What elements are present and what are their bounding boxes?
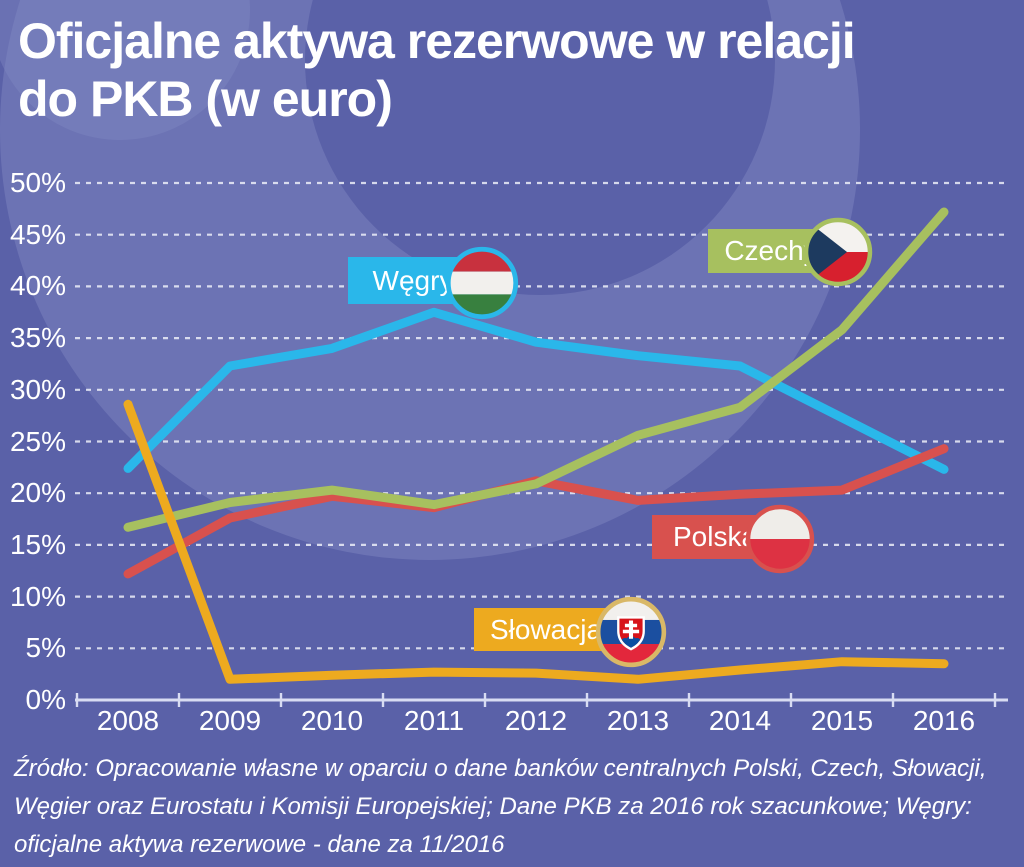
series-line-polska — [123, 444, 949, 579]
x-axis-label-2011: 2011 — [403, 705, 465, 736]
y-axis-label: 50% — [9, 167, 66, 198]
legend-label-wegry: Węgry — [372, 264, 454, 296]
czech-flag-icon — [803, 217, 873, 287]
title-line-1: Oficjalne aktywa rezerwowe w relacji — [18, 13, 856, 69]
poland-flag-red-band — [748, 539, 812, 571]
y-axis-label: 0% — [25, 684, 66, 715]
y-axis-label: 35% — [9, 322, 66, 354]
page-title: Oficjalne aktywa rezerwowe w relacji do … — [18, 12, 978, 128]
x-axis-label-2009: 2009 — [198, 705, 262, 736]
poland-flag-icon — [745, 504, 815, 574]
hungary-flag-white-band — [448, 271, 516, 295]
y-axis-label: 5% — [25, 632, 66, 664]
hungary-flag-icon — [445, 246, 519, 320]
x-axis-label-2008: 2008 — [96, 705, 160, 736]
slovakia-flag-icon — [595, 596, 667, 668]
x-axis-label-2016: 2016 — [912, 705, 976, 736]
x-axis-label-2013: 2013 — [606, 705, 670, 736]
y-axis-label: 15% — [9, 528, 66, 560]
y-axis-label: 40% — [9, 270, 66, 302]
series-line-węgry — [123, 307, 949, 474]
x-axis-label-2010: 2010 — [300, 705, 364, 736]
legend-label-slowacja: Słowacja — [489, 613, 603, 645]
y-axis-label: 45% — [9, 218, 66, 250]
source-line-2: Węgier oraz Eurostatu i Komisji Europejs… — [14, 793, 972, 820]
x-axis-label-2012: 2012 — [504, 705, 568, 736]
y-axis-label: 10% — [9, 580, 66, 612]
source-note: Źródło: Opracowanie własne w oparciu o d… — [14, 750, 1016, 864]
poland-flag-white-band — [748, 507, 812, 539]
source-line-1: Źródło: Opracowanie własne w oparciu o d… — [14, 755, 987, 782]
y-axis-label: 25% — [9, 425, 66, 457]
x-axis-label-2014: 2014 — [708, 705, 772, 736]
x-axis-label-2015: 2015 — [810, 705, 874, 736]
title-line-2: do PKB (w euro) — [18, 71, 393, 127]
y-axis-label: 30% — [9, 373, 66, 405]
y-axis-label: 20% — [9, 477, 66, 509]
source-line-3: oficjalne aktywa rezerwowe - dane za 11/… — [14, 831, 505, 858]
